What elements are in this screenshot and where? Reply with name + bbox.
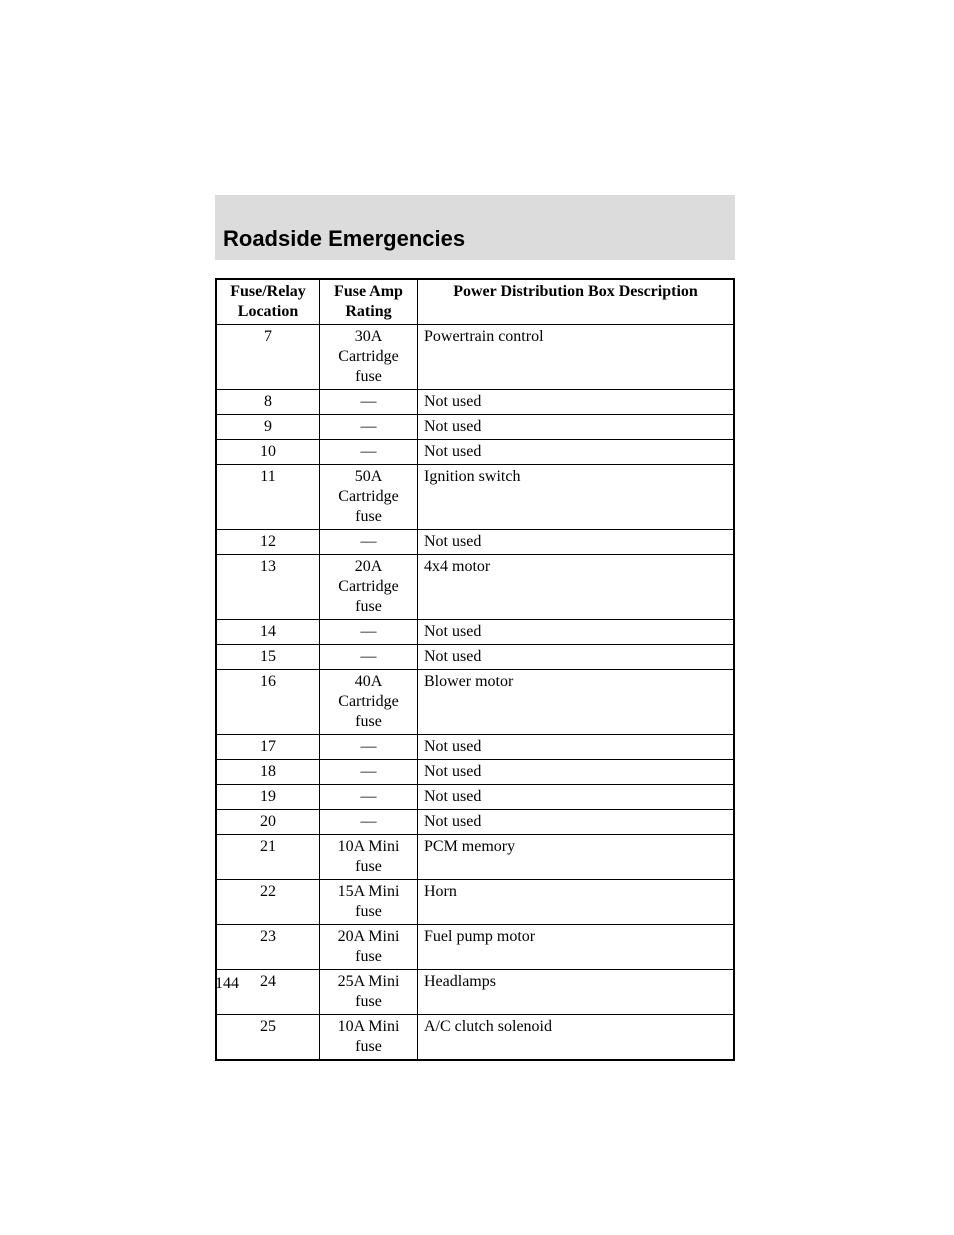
cell-desc: Powertrain control bbox=[418, 325, 735, 390]
table-row: 9—Not used bbox=[216, 415, 734, 440]
document-page: Roadside Emergencies Fuse/Relay Location… bbox=[0, 0, 954, 1235]
page-number: 144 bbox=[215, 975, 239, 993]
cell-desc: Horn bbox=[418, 880, 735, 925]
table-row: 10—Not used bbox=[216, 440, 734, 465]
table-body: 730A Cartridge fusePowertrain control8—N… bbox=[216, 325, 734, 1061]
cell-location: 14 bbox=[216, 620, 320, 645]
cell-amp: — bbox=[320, 620, 418, 645]
cell-amp: — bbox=[320, 760, 418, 785]
cell-location: 9 bbox=[216, 415, 320, 440]
table-row: 8—Not used bbox=[216, 390, 734, 415]
cell-location: 11 bbox=[216, 465, 320, 530]
fuse-table: Fuse/Relay Location Fuse Amp Rating Powe… bbox=[215, 278, 735, 1061]
table-row: 1640A Cartridge fuseBlower motor bbox=[216, 670, 734, 735]
cell-amp: — bbox=[320, 530, 418, 555]
cell-desc: Not used bbox=[418, 645, 735, 670]
cell-amp: 15A Mini fuse bbox=[320, 880, 418, 925]
cell-amp: 50A Cartridge fuse bbox=[320, 465, 418, 530]
cell-amp: 20A Cartridge fuse bbox=[320, 555, 418, 620]
cell-desc: A/C clutch solenoid bbox=[418, 1015, 735, 1061]
table-row: 730A Cartridge fusePowertrain control bbox=[216, 325, 734, 390]
cell-desc: PCM memory bbox=[418, 835, 735, 880]
cell-desc: Not used bbox=[418, 620, 735, 645]
cell-amp: — bbox=[320, 415, 418, 440]
cell-amp: 10A Mini fuse bbox=[320, 835, 418, 880]
cell-location: 21 bbox=[216, 835, 320, 880]
col-header-amp: Fuse Amp Rating bbox=[320, 279, 418, 325]
cell-location: 8 bbox=[216, 390, 320, 415]
cell-location: 10 bbox=[216, 440, 320, 465]
table-row: 15—Not used bbox=[216, 645, 734, 670]
cell-amp: 40A Cartridge fuse bbox=[320, 670, 418, 735]
cell-location: 20 bbox=[216, 810, 320, 835]
cell-amp: — bbox=[320, 785, 418, 810]
cell-location: 22 bbox=[216, 880, 320, 925]
table-row: 18—Not used bbox=[216, 760, 734, 785]
cell-location: 25 bbox=[216, 1015, 320, 1061]
cell-desc: Fuel pump motor bbox=[418, 925, 735, 970]
cell-desc: Headlamps bbox=[418, 970, 735, 1015]
cell-desc: Not used bbox=[418, 440, 735, 465]
cell-location: 23 bbox=[216, 925, 320, 970]
cell-desc: Not used bbox=[418, 785, 735, 810]
cell-location: 17 bbox=[216, 735, 320, 760]
table-row: 12—Not used bbox=[216, 530, 734, 555]
table-row: 2425A Mini fuseHeadlamps bbox=[216, 970, 734, 1015]
table-row: 2320A Mini fuseFuel pump motor bbox=[216, 925, 734, 970]
table-row: 17—Not used bbox=[216, 735, 734, 760]
table-row: 2110A Mini fusePCM memory bbox=[216, 835, 734, 880]
cell-amp: — bbox=[320, 810, 418, 835]
cell-desc: Blower motor bbox=[418, 670, 735, 735]
cell-location: 15 bbox=[216, 645, 320, 670]
cell-amp: 30A Cartridge fuse bbox=[320, 325, 418, 390]
cell-desc: 4x4 motor bbox=[418, 555, 735, 620]
cell-desc: Not used bbox=[418, 760, 735, 785]
cell-location: 16 bbox=[216, 670, 320, 735]
table-row: 2510A Mini fuseA/C clutch solenoid bbox=[216, 1015, 734, 1061]
table-row: 1320A Cartridge fuse4x4 motor bbox=[216, 555, 734, 620]
cell-amp: 25A Mini fuse bbox=[320, 970, 418, 1015]
cell-desc: Not used bbox=[418, 735, 735, 760]
section-title: Roadside Emergencies bbox=[223, 226, 465, 252]
cell-amp: 20A Mini fuse bbox=[320, 925, 418, 970]
cell-location: 19 bbox=[216, 785, 320, 810]
cell-desc: Not used bbox=[418, 810, 735, 835]
col-header-location: Fuse/Relay Location bbox=[216, 279, 320, 325]
table-row: 2215A Mini fuseHorn bbox=[216, 880, 734, 925]
cell-amp: — bbox=[320, 440, 418, 465]
cell-location: 7 bbox=[216, 325, 320, 390]
cell-desc: Not used bbox=[418, 530, 735, 555]
cell-amp: — bbox=[320, 645, 418, 670]
cell-location: 12 bbox=[216, 530, 320, 555]
table-row: 1150A Cartridge fuseIgnition switch bbox=[216, 465, 734, 530]
col-header-desc: Power Distribution Box Description bbox=[418, 279, 735, 325]
cell-location: 13 bbox=[216, 555, 320, 620]
table-row: 19—Not used bbox=[216, 785, 734, 810]
cell-amp: 10A Mini fuse bbox=[320, 1015, 418, 1061]
cell-location: 18 bbox=[216, 760, 320, 785]
cell-desc: Ignition switch bbox=[418, 465, 735, 530]
table-row: 20—Not used bbox=[216, 810, 734, 835]
section-header-band: Roadside Emergencies bbox=[215, 195, 735, 260]
table-header: Fuse/Relay Location Fuse Amp Rating Powe… bbox=[216, 279, 734, 325]
cell-desc: Not used bbox=[418, 390, 735, 415]
cell-amp: — bbox=[320, 735, 418, 760]
cell-desc: Not used bbox=[418, 415, 735, 440]
table-row: 14—Not used bbox=[216, 620, 734, 645]
table-header-row: Fuse/Relay Location Fuse Amp Rating Powe… bbox=[216, 279, 734, 325]
cell-amp: — bbox=[320, 390, 418, 415]
